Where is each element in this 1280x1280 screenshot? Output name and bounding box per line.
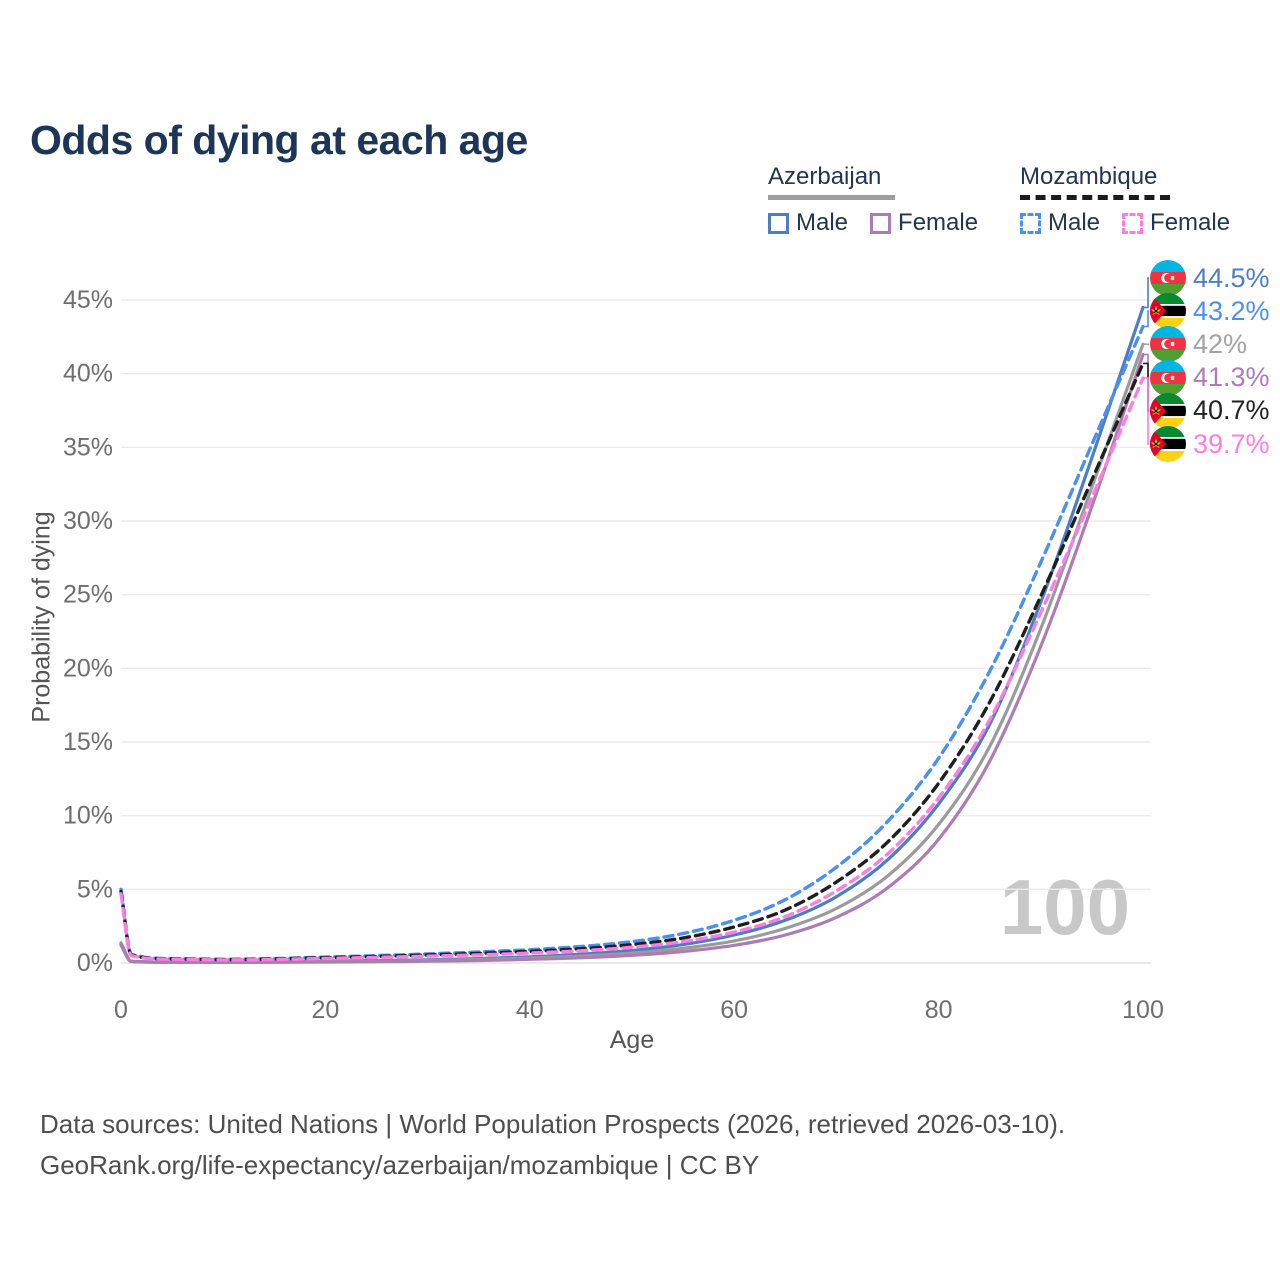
legend-line-swatch-azerbaijan xyxy=(768,195,895,200)
y-tick-label: 40% xyxy=(63,360,113,388)
y-tick-label: 0% xyxy=(77,949,113,977)
mozambique-flag-icon xyxy=(1150,426,1186,462)
azerbaijan-female-swatch-icon xyxy=(870,212,892,234)
age-counter-watermark: 100 xyxy=(999,863,1130,951)
footer-url-line: GeoRank.org/life-expectancy/azerbaijan/m… xyxy=(40,1150,760,1180)
mozambique-male-swatch-icon xyxy=(1020,212,1041,234)
x-tick-label: 20 xyxy=(311,996,339,1024)
y-axis-title: Probability of dying xyxy=(27,511,56,723)
data-source-footer: Data sources: United Nations | World Pop… xyxy=(40,1104,1065,1186)
leader-line xyxy=(1143,377,1149,445)
x-axis-title: Age xyxy=(609,1026,655,1054)
legend-item-label: Male xyxy=(796,209,849,236)
end-value-text: 40.7% xyxy=(1193,395,1270,426)
end-value-text: 42% xyxy=(1193,328,1248,359)
azerbaijan-flag-icon xyxy=(1150,359,1186,396)
x-tick-label: 60 xyxy=(720,996,748,1024)
end-value-label-row: 40.7% xyxy=(1150,392,1270,429)
x-tick-label: 80 xyxy=(925,996,953,1024)
mozambique-female-swatch-icon xyxy=(1122,212,1144,234)
end-value-text: 41.3% xyxy=(1193,362,1270,393)
series-line-azerbaijan-all xyxy=(119,342,1145,964)
series-line-azerbaijan-female xyxy=(119,352,1145,965)
azerbaijan-flag-icon xyxy=(1150,260,1186,296)
series-line-mozambique-male xyxy=(119,324,1145,962)
page-title: Odds of dying at each age xyxy=(30,117,528,164)
end-value-label-row: 43.2% xyxy=(1150,293,1270,330)
legend-country-label-mozambique[interactable]: Mozambique xyxy=(1020,163,1158,190)
legend-item-azerbaijan-male[interactable]: Male xyxy=(768,209,848,237)
leader-line xyxy=(1143,277,1149,309)
legend-item-label: Female xyxy=(1150,209,1231,236)
mozambique-flag-icon xyxy=(1150,293,1186,330)
x-tick-label: 40 xyxy=(516,996,544,1024)
y-tick-label: 30% xyxy=(63,507,113,535)
y-tick-label: 25% xyxy=(63,581,113,609)
legend-item-mozambique-female[interactable]: Female xyxy=(1122,209,1230,237)
legend-item-mozambique-male[interactable]: Male xyxy=(1020,209,1100,237)
azerbaijan-male-swatch-icon xyxy=(768,212,789,234)
legend-item-azerbaijan-female[interactable]: Female xyxy=(870,209,978,237)
end-value-label-row: 39.7% xyxy=(1150,426,1270,462)
legend-country-label-azerbaijan[interactable]: Azerbaijan xyxy=(768,163,882,190)
x-tick-label: 0 xyxy=(114,996,128,1024)
leader-line xyxy=(1143,310,1149,328)
y-tick-label: 35% xyxy=(63,433,113,461)
y-tick-label: 45% xyxy=(63,286,113,314)
footer-sources-line: Data sources: United Nations | World Pop… xyxy=(40,1109,1066,1139)
y-tick-label: 5% xyxy=(77,875,113,903)
series-line-azerbaijan-male xyxy=(119,305,1145,964)
x-tick-label: 100 xyxy=(1122,996,1164,1024)
legend-item-label: Female xyxy=(898,209,979,236)
end-value-text: 44.5% xyxy=(1193,262,1270,293)
legend-line-swatch-mozambique xyxy=(1020,195,1170,200)
azerbaijan-flag-icon xyxy=(1150,326,1186,363)
legend-item-label: Male xyxy=(1048,209,1101,236)
end-value-label-row: 42% xyxy=(1150,326,1248,363)
y-tick-label: 20% xyxy=(63,654,113,682)
legend-group-mozambique: Mozambique Male Female xyxy=(1020,163,1230,237)
series-line-mozambique-all xyxy=(119,361,1145,962)
y-tick-label: 15% xyxy=(63,728,113,756)
end-value-label-row: 41.3% xyxy=(1150,359,1270,396)
end-value-text: 43.2% xyxy=(1193,295,1270,326)
mortality-line-chart: 0% 5% 10% 15% 20% 25% 30% 35% 40% 45% 0 20 40 60 80 100 xyxy=(63,277,1164,1024)
series-line-mozambique-female xyxy=(119,376,1145,962)
y-tick-label: 10% xyxy=(63,802,113,830)
mozambique-flag-icon xyxy=(1150,392,1186,429)
legend-group-azerbaijan: Azerbaijan Male Female xyxy=(768,163,978,237)
end-value-label-row: 44.5% xyxy=(1150,260,1270,296)
end-value-text: 39.7% xyxy=(1193,428,1270,459)
